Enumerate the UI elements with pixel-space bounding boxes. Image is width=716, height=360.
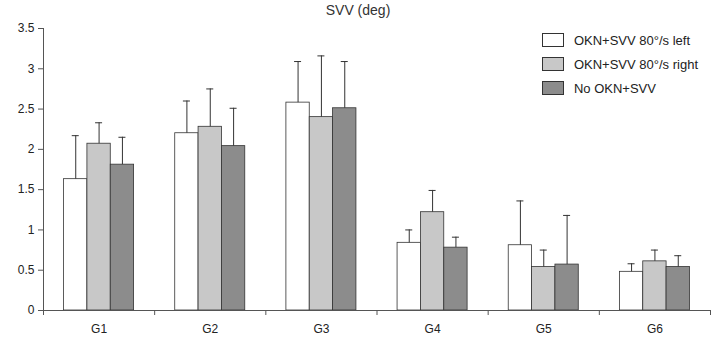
svg-text:G5: G5: [536, 322, 552, 336]
html-text:No OKN+SVV: No OKN+SVV: [573, 80, 656, 96]
svg-text:2: 2: [28, 142, 35, 156]
html-text:OKN+SVV 80°/s left: OKN+SVV 80°/s left: [573, 32, 691, 48]
svg-text:3: 3: [28, 62, 35, 76]
svg-text:G4: G4: [425, 322, 441, 336]
svg-text:1.5: 1.5: [18, 182, 35, 196]
svg-text:G2: G2: [202, 322, 218, 336]
svg-text:G1: G1: [91, 322, 107, 336]
html-text:SVV (deg): SVV (deg): [325, 2, 391, 18]
svg-text:0.5: 0.5: [18, 263, 35, 277]
svg-text:1: 1: [28, 223, 35, 237]
svg-text:2.5: 2.5: [18, 102, 35, 116]
svg-text:3.5: 3.5: [18, 21, 35, 35]
svg-text:G3: G3: [313, 322, 329, 336]
html-text:OKN+SVV 80°/s right: OKN+SVV 80°/s right: [573, 56, 698, 72]
svg-text:G6: G6: [647, 322, 663, 336]
svg-text:0: 0: [28, 303, 35, 317]
